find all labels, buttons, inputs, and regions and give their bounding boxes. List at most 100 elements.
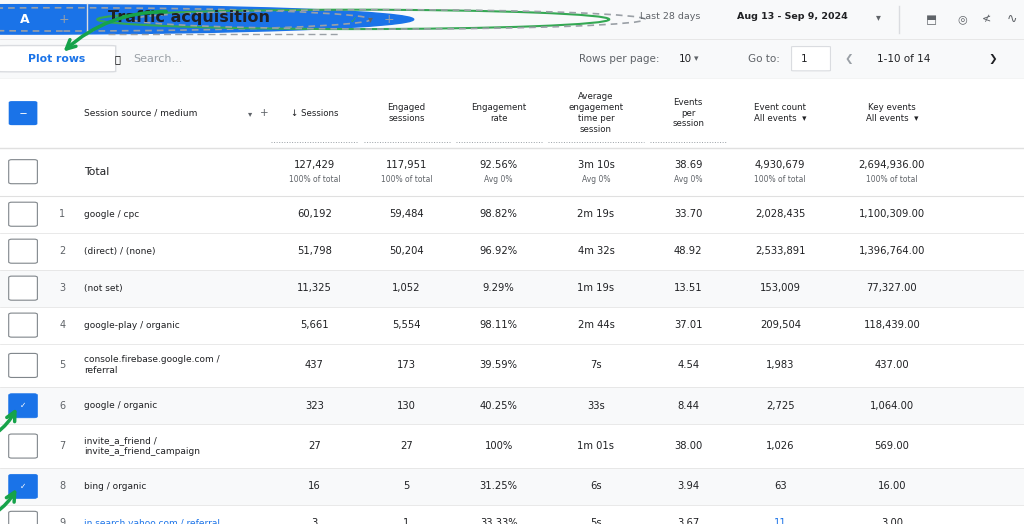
FancyBboxPatch shape: [0, 46, 116, 72]
Text: +: +: [58, 13, 69, 26]
Text: 33.70: 33.70: [674, 209, 702, 219]
Text: ≮: ≮: [981, 14, 991, 25]
Text: 96.92%: 96.92%: [479, 246, 518, 256]
Text: 118,439.00: 118,439.00: [863, 320, 921, 330]
Text: 437: 437: [305, 361, 324, 370]
Bar: [0, 233, 1024, 270]
Text: ∿: ∿: [1007, 13, 1017, 26]
Text: ▾: ▾: [694, 54, 698, 63]
Text: Event count
All events  ▾: Event count All events ▾: [754, 103, 807, 123]
Text: 38.69: 38.69: [674, 160, 702, 170]
Text: 127,429: 127,429: [294, 160, 335, 170]
Text: Engagement
rate: Engagement rate: [471, 103, 526, 123]
FancyBboxPatch shape: [8, 239, 37, 263]
Text: 98.11%: 98.11%: [479, 320, 518, 330]
Text: 323: 323: [305, 401, 324, 411]
Text: 569.00: 569.00: [874, 441, 909, 451]
Text: 4,930,679: 4,930,679: [755, 160, 806, 170]
Text: 33s: 33s: [587, 401, 605, 411]
Text: 2,533,891: 2,533,891: [755, 246, 806, 256]
Text: 13.51: 13.51: [674, 283, 702, 293]
Text: 50,204: 50,204: [389, 246, 424, 256]
Text: 🔍: 🔍: [115, 53, 121, 64]
Bar: [0, 196, 1024, 233]
Text: 1m 19s: 1m 19s: [578, 283, 614, 293]
Text: 98.82%: 98.82%: [480, 209, 517, 219]
Text: 7: 7: [59, 441, 66, 451]
Text: 3.00: 3.00: [881, 518, 903, 524]
Text: 92.56%: 92.56%: [479, 160, 518, 170]
FancyBboxPatch shape: [8, 394, 37, 418]
Text: 100%: 100%: [484, 441, 513, 451]
Text: 130: 130: [397, 401, 416, 411]
Text: 2: 2: [59, 246, 66, 256]
Text: Events
per
session: Events per session: [672, 98, 705, 128]
Bar: [0, 505, 1024, 524]
Text: 59,484: 59,484: [389, 209, 424, 219]
Circle shape: [0, 5, 414, 34]
Text: 3: 3: [311, 518, 317, 524]
FancyBboxPatch shape: [8, 160, 37, 184]
Bar: [0, 307, 1024, 344]
FancyBboxPatch shape: [8, 474, 37, 498]
Text: 37.01: 37.01: [674, 320, 702, 330]
Text: 16: 16: [308, 482, 321, 492]
Bar: [0, 344, 1024, 387]
Bar: [0, 424, 1024, 468]
Text: 1,396,764.00: 1,396,764.00: [859, 246, 925, 256]
Text: 100% of total: 100% of total: [381, 175, 432, 184]
Text: 4m 32s: 4m 32s: [578, 246, 614, 256]
Text: invite_a_friend /
invite_a_friend_campaign: invite_a_friend / invite_a_friend_campai…: [84, 436, 200, 456]
Text: 48.92: 48.92: [674, 246, 702, 256]
Text: 1,026: 1,026: [766, 441, 795, 451]
Text: (not set): (not set): [84, 283, 123, 293]
Text: google / cpc: google / cpc: [84, 210, 139, 219]
Text: 51,798: 51,798: [297, 246, 332, 256]
Text: google-play / organic: google-play / organic: [84, 321, 180, 330]
Text: 40.25%: 40.25%: [480, 401, 517, 411]
Text: Aug 13 - Sep 9, 2024: Aug 13 - Sep 9, 2024: [737, 12, 848, 21]
Text: —: —: [19, 110, 27, 116]
Text: 5s: 5s: [590, 518, 602, 524]
Text: Avg 0%: Avg 0%: [582, 175, 610, 184]
Text: ✓: ✓: [19, 482, 27, 491]
Text: 1: 1: [801, 53, 807, 64]
FancyBboxPatch shape: [8, 353, 37, 377]
FancyBboxPatch shape: [8, 434, 37, 458]
Text: 31.25%: 31.25%: [479, 482, 518, 492]
Text: ▾: ▾: [877, 13, 881, 23]
Text: 60,192: 60,192: [297, 209, 332, 219]
Text: 2,028,435: 2,028,435: [755, 209, 806, 219]
Text: 153,009: 153,009: [760, 283, 801, 293]
Text: 209,504: 209,504: [760, 320, 801, 330]
Text: ❯: ❯: [988, 53, 997, 64]
Text: 2m 44s: 2m 44s: [578, 320, 614, 330]
Bar: [0, 148, 1024, 196]
Text: ⬒: ⬒: [927, 13, 937, 26]
Text: 1,983: 1,983: [766, 361, 795, 370]
Text: 9.29%: 9.29%: [482, 283, 515, 293]
Text: console.firebase.google.com /
referral: console.firebase.google.com / referral: [84, 355, 219, 376]
Text: 100% of total: 100% of total: [866, 175, 918, 184]
FancyBboxPatch shape: [792, 47, 830, 71]
Text: 1,064.00: 1,064.00: [869, 401, 914, 411]
Text: ✓: ✓: [19, 401, 27, 410]
Text: Traffic acquisition: Traffic acquisition: [108, 10, 269, 25]
Text: 39.59%: 39.59%: [479, 361, 518, 370]
Bar: [0, 468, 1024, 505]
Text: 2,694,936.00: 2,694,936.00: [859, 160, 925, 170]
Text: 11,325: 11,325: [297, 283, 332, 293]
Text: 3m 10s: 3m 10s: [578, 160, 614, 170]
Text: 1,052: 1,052: [392, 283, 421, 293]
Text: in.search.yahoo.com / referral: in.search.yahoo.com / referral: [84, 519, 220, 524]
Text: 27: 27: [400, 441, 413, 451]
Text: 63: 63: [774, 482, 786, 492]
Text: Key events
All events  ▾: Key events All events ▾: [865, 103, 919, 123]
Text: 1-10 of 14: 1-10 of 14: [877, 53, 930, 64]
Text: bing / organic: bing / organic: [84, 482, 146, 491]
Text: ▾: ▾: [248, 108, 252, 117]
Text: Total: Total: [84, 167, 110, 177]
Text: ▾: ▾: [369, 14, 373, 25]
Text: 3.94: 3.94: [677, 482, 699, 492]
Text: 16.00: 16.00: [878, 482, 906, 492]
